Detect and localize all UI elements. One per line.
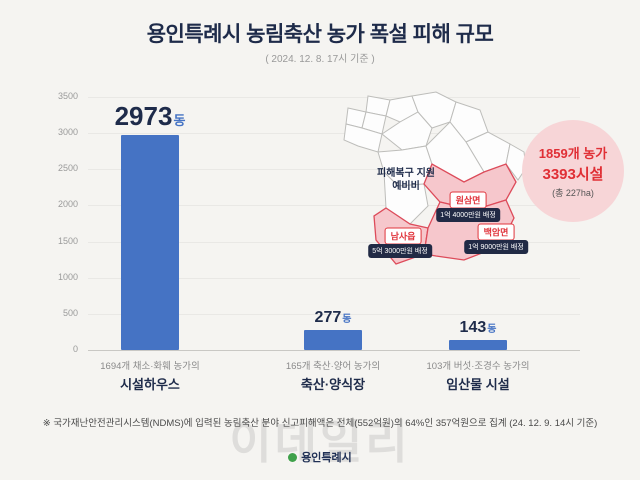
category-name: 축산·양식장 [300, 377, 366, 392]
amount-badge-wonsam: 1억 4000만원 배정 [436, 208, 500, 222]
y-tick: 2000 [57, 199, 78, 209]
gridline [88, 242, 580, 243]
bar-value-livestock: 277동 [315, 309, 352, 327]
category-sublabel: 103개 버섯·조경수 농가의 [426, 361, 530, 372]
bar-forest [449, 340, 507, 350]
category-livestock: 165개 축산·양어 농가의 축산·양식장 [233, 358, 433, 393]
edaily-watermark: 이데일리 [229, 416, 411, 468]
bar-greenhouse [121, 135, 179, 350]
category-greenhouse: 1694개 채소·화훼 농가의 시설하우스 [50, 358, 250, 393]
footnote: ※ 국가재난안전관리시스템(NDMS)에 입력된 농림축산 분야 신고피해액은 … [42, 418, 598, 429]
city-emblem-icon [288, 453, 298, 462]
region-badge-baegam: 백암면 [477, 223, 515, 241]
bar-value-greenhouse: 2973동 [115, 101, 186, 132]
reserve-fund-line2: 예비비 [392, 181, 420, 192]
bar-value-forest: 143동 [460, 319, 497, 337]
category-sublabel: 1694개 채소·화훼 농가의 [100, 361, 200, 372]
value-number: 2973 [114, 101, 173, 131]
y-tick: 500 [62, 308, 78, 318]
region-badge-namsa: 남사읍 [384, 227, 422, 245]
category-sublabel: 165개 축산·양어 농가의 [285, 361, 381, 372]
gridline [88, 97, 580, 98]
y-tick: 1500 [57, 236, 78, 246]
gridline [88, 278, 580, 279]
amount-badge-baegam: 1억 9000만원 배정 [464, 240, 528, 254]
bar-livestock [304, 330, 362, 350]
impact-summary-badge: 1859개 농가 3393시설 (총 227ha) [522, 120, 624, 222]
value-number: 277 [314, 309, 342, 326]
category-name: 임산물 시설 [446, 377, 510, 392]
page-title: 용인특례시 농림축산 농가 폭설 피해 규모 [146, 23, 494, 46]
value-unit: 동 [342, 314, 352, 325]
y-tick: 3000 [57, 127, 78, 137]
value-number: 143 [459, 319, 487, 336]
yongin-district-map: 피해복구 지원 예비비 원삼면 1억 4000만원 배정 남사읍 5억 3000… [328, 88, 538, 288]
map-svg [343, 91, 527, 265]
y-tick: 0 [72, 344, 78, 354]
category-forest: 103개 버섯·조경수 농가의 임산물 시설 [378, 358, 578, 393]
impact-farms: 1859개 농가 [538, 146, 608, 161]
category-name: 시설하우스 [120, 377, 180, 392]
impact-facilities: 3393시설 [542, 166, 604, 183]
region-badge-wonsam: 원삼면 [449, 191, 487, 209]
y-tick: 2500 [57, 163, 78, 173]
gridline [88, 169, 580, 170]
gridline [88, 205, 580, 206]
city-logo-text: 용인특례시 [301, 452, 352, 464]
page-subtitle: ( 2024. 12. 8. 17시 기준 ) [265, 54, 375, 65]
gridline [88, 133, 580, 134]
reserve-fund-line1: 피해복구 지원 [377, 168, 435, 179]
y-tick: 3500 [57, 91, 78, 101]
yongin-city-logo: 용인특례시 [0, 449, 640, 465]
amount-badge-namsa: 5억 3000만원 배정 [368, 244, 432, 258]
value-unit: 동 [487, 324, 497, 335]
reserve-fund-label: 피해복구 지원 예비비 [377, 167, 435, 193]
impact-area: (총 227ha) [552, 188, 594, 198]
y-tick: 1000 [57, 272, 78, 282]
gridline [88, 314, 580, 315]
x-axis-line [88, 350, 580, 351]
value-unit: 동 [173, 113, 186, 128]
